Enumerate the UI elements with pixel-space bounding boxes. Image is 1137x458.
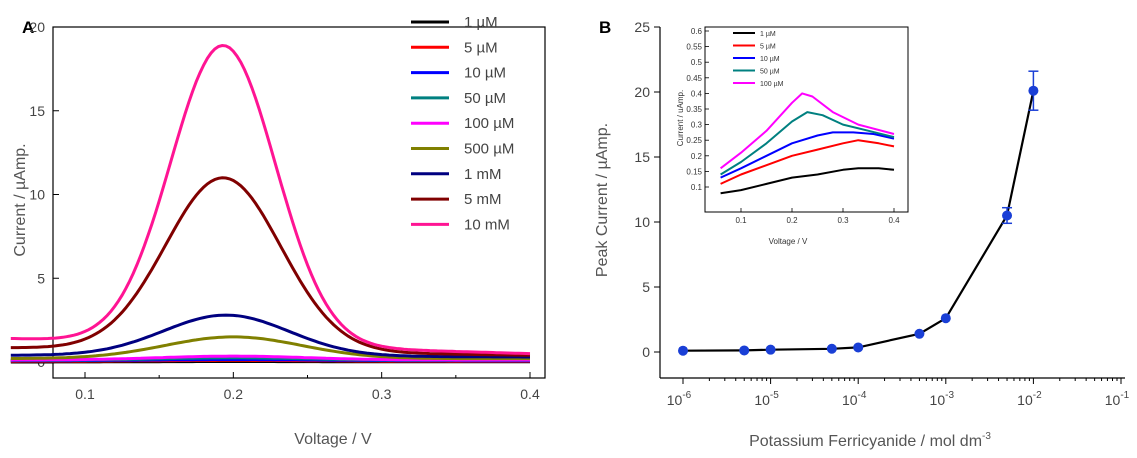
panel-b-data-point <box>914 328 925 339</box>
panel-b-x-tick-exp: -2 <box>1033 390 1042 401</box>
panel-a-legend-label: 5 mM <box>464 191 502 208</box>
inset-curve <box>720 111 895 176</box>
panel-b-data-point <box>826 343 837 354</box>
inset-xlabel: Voltage / V <box>769 237 808 246</box>
panel-b-y-tick-label: 0 <box>642 344 650 360</box>
inset-legend-label: 50 µM <box>760 69 780 76</box>
panel-a: A Voltage / V Current / µAmp. 0.1 0.2 0.3 0… <box>10 14 546 448</box>
panel-b-x-tick-base: 10 <box>754 392 770 408</box>
panel-b-data-point <box>765 344 776 355</box>
panel-b-x-tick-label: 10-3 <box>930 390 955 408</box>
panel-a-x-tick-label: 0.3 <box>372 386 392 402</box>
panel-b-ylabel: Peak Current / µAmp. <box>594 123 611 277</box>
panel-b-label: B <box>599 18 611 37</box>
panel-a-xlabel: Voltage / V <box>294 431 372 448</box>
panel-b-x-tick-base: 10 <box>667 392 683 408</box>
inset-curve <box>720 139 895 185</box>
panel-b-x-tick-label: 10-5 <box>754 390 779 408</box>
inset-y-tick-label: 0.6 <box>691 27 703 36</box>
inset-legend-label: 10 µM <box>760 56 780 63</box>
panel-b-y-tick-label: 10 <box>634 214 650 230</box>
panel-b-inset: 0.1 0.2 0.3 0.4 0.1 0.15 0.2 0.25 0.3 0.35 0.4 0.45… <box>676 26 909 246</box>
panel-b-x-tick-base: 10 <box>1017 392 1033 408</box>
inset-curve <box>719 92 895 170</box>
panel-b-data-point <box>940 313 951 324</box>
inset-y-tick-label: 0.2 <box>691 152 703 161</box>
inset-x-tick-label: 0.4 <box>888 216 900 225</box>
inset-ylabel: Current / uAmp. <box>676 90 685 146</box>
panel-b-x-tick-exp: -1 <box>1120 390 1129 401</box>
panel-b-data-point <box>1002 210 1013 221</box>
panel-b-x-tick-label: 10-1 <box>1105 390 1130 408</box>
panel-b-data-point <box>678 345 688 356</box>
panel-b-y-tick-label: 15 <box>634 149 650 165</box>
inset-legend-label: 1 µM <box>760 31 776 38</box>
panel-a-legend-label: 10 mM <box>464 216 510 233</box>
panel-b-x-tick-exp: -5 <box>770 390 779 401</box>
panel-a-curve <box>10 335 530 361</box>
panel-b-xlabel-main: Potassium Ferricyanide / mol dm <box>749 433 982 450</box>
panel-b-data-point <box>1028 85 1039 96</box>
panel-a-legend-label: 100 µM <box>464 115 514 132</box>
inset-curve <box>720 167 895 195</box>
inset-y-tick-label: 0.4 <box>691 89 703 98</box>
panel-a-frame <box>52 26 546 379</box>
panel-b-x-tick-base: 10 <box>930 392 946 408</box>
inset-y-tick-label: 0.3 <box>691 121 703 130</box>
panel-a-legend-label: 10 µM <box>464 65 506 82</box>
panel-b-x-tick-base: 10 <box>1105 392 1121 408</box>
panel-a-legend-label: 50 µM <box>464 90 506 107</box>
panel-b-x-tick-label: 10-2 <box>1017 390 1042 408</box>
panel-a-curve <box>10 176 531 357</box>
inset-x-tick-label: 0.2 <box>786 216 798 225</box>
panel-b-y-tick-label: 20 <box>634 84 650 100</box>
panel-a-y-tick-label: 20 <box>29 19 45 35</box>
inset-y-tick-label: 0.1 <box>691 183 703 192</box>
panel-b-xlabel: Potassium Ferricyanide / mol dm-3 <box>749 431 991 450</box>
panel-a-x-tick-label: 0.2 <box>224 386 244 402</box>
panel-a-x-tick-label: 0.4 <box>520 386 540 402</box>
panel-b-y-tick-label: 5 <box>642 279 650 295</box>
panel-a-legend-label: 1 mM <box>464 166 502 183</box>
inset-y-tick-label: 0.35 <box>686 105 702 114</box>
inset-y-tick-label: 0.15 <box>686 167 702 176</box>
panel-a-x-tick-label: 0.1 <box>75 386 95 402</box>
panel-b: B Peak Current / µAmp. Potassium Ferricy… <box>594 18 1130 450</box>
inset-y-tick-label: 0.55 <box>686 43 702 52</box>
panel-b-x-tick-exp: -4 <box>858 390 867 401</box>
inset-frame <box>704 26 909 213</box>
inset-legend-label: 100 µM <box>760 81 784 88</box>
panel-b-xlabel-sup: -3 <box>982 431 991 442</box>
panel-a-ylabel: Current / µAmp. <box>12 143 29 256</box>
inset-legend-label: 5 µM <box>760 44 776 51</box>
panel-a-legend-label: 500 µM <box>464 141 514 158</box>
panel-b-x-tick-base: 10 <box>842 392 858 408</box>
inset-x-tick-label: 0.3 <box>837 216 849 225</box>
inset-y-tick-label: 0.25 <box>686 136 702 145</box>
panel-a-y-tick-label: 10 <box>29 187 45 203</box>
panel-a-label: A <box>22 18 34 37</box>
panel-b-x-tick-label: 10-6 <box>667 390 692 408</box>
panel-a-curve <box>10 43 531 356</box>
inset-y-tick-label: 0.5 <box>691 58 703 67</box>
panel-a-legend-label: 5 µM <box>464 39 498 56</box>
panel-b-x-tick-exp: -3 <box>945 390 954 401</box>
inset-x-tick-label: 0.1 <box>735 216 747 225</box>
panel-a-y-tick-label: 15 <box>29 103 45 119</box>
panel-b-data-point <box>853 342 864 353</box>
panel-a-legend-label: 1 µM <box>464 14 498 31</box>
panel-a-curve <box>10 313 530 359</box>
panel-b-x-tick-label: 10-4 <box>842 390 867 408</box>
panel-a-y-tick-label: 5 <box>37 270 45 286</box>
inset-curve <box>720 131 895 179</box>
inset-y-tick-label: 0.45 <box>686 74 702 83</box>
panel-b-x-tick-exp: -6 <box>682 390 691 401</box>
panel-b-y-tick-label: 25 <box>634 19 650 35</box>
panel-b-data-point <box>739 345 750 356</box>
